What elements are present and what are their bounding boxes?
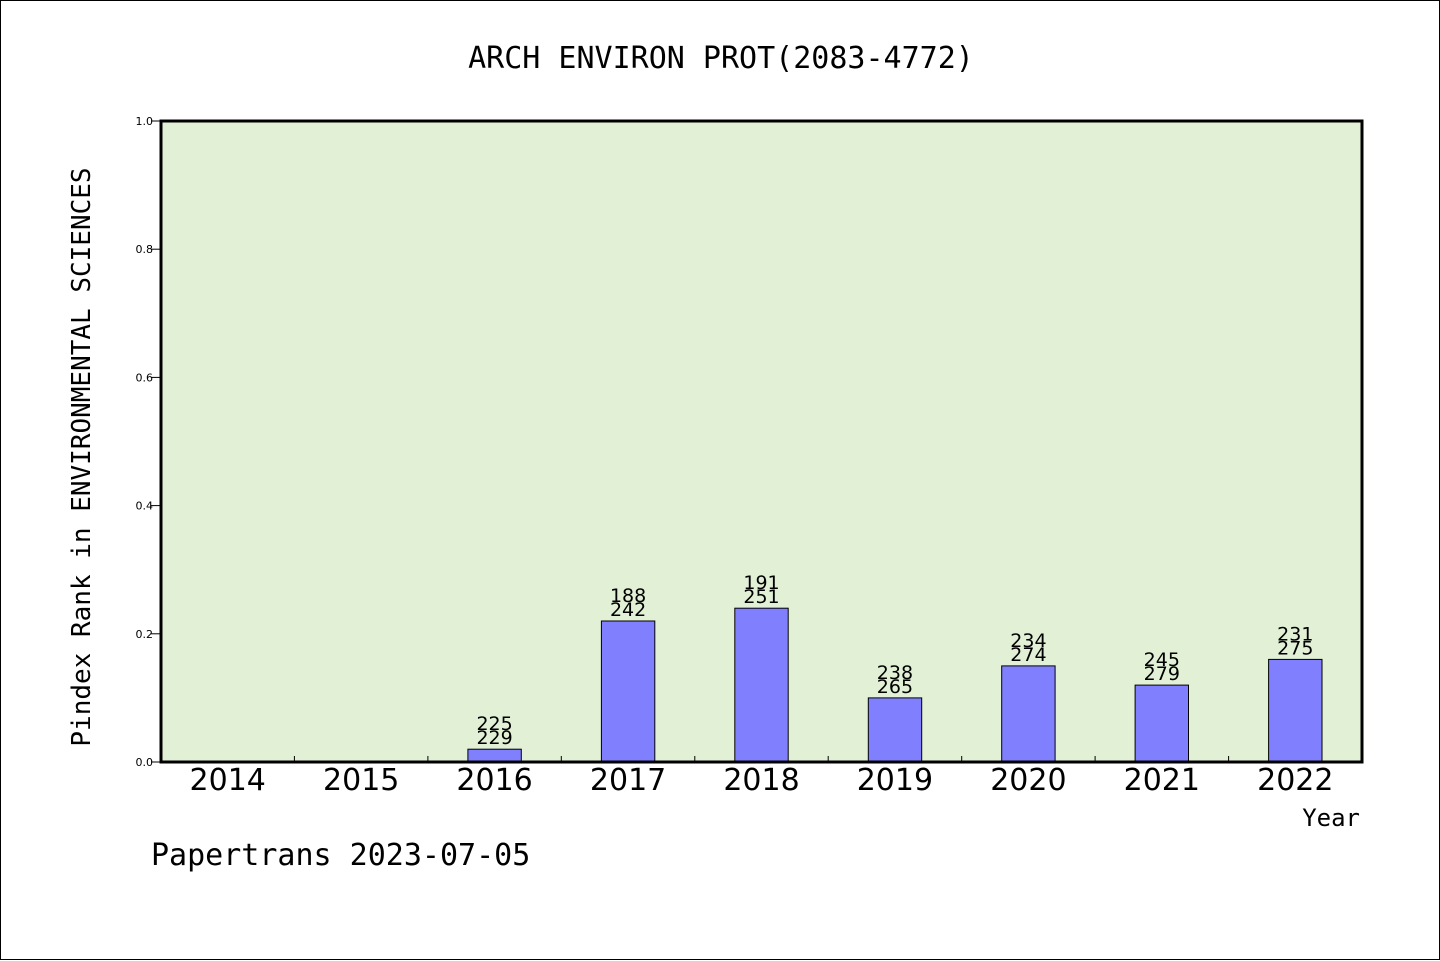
- bar-label-top-2020: 234: [1010, 630, 1046, 652]
- bar-2020: [1001, 665, 1056, 763]
- bar-label-bottom-2016: 229: [476, 727, 512, 749]
- bar-label-top-2019: 238: [877, 662, 913, 684]
- bar-label-bottom-2020: 274: [1010, 644, 1046, 666]
- x-tick-label-2019: 2019: [857, 763, 933, 798]
- y-axis-ticks: 0.0 0.2 0.4 0.6 0.8 1.0: [136, 115, 161, 769]
- bar-label-top-2016: 225: [476, 713, 512, 735]
- footer-watermark: Papertrans 2023-07-05: [151, 838, 530, 873]
- bar-label-top-2022: 231: [1277, 623, 1313, 645]
- bar-label-bottom-2022: 275: [1277, 637, 1313, 659]
- bar-2021: [1134, 684, 1189, 763]
- bar-2022: [1268, 658, 1323, 763]
- x-tick-label-2021: 2021: [1124, 763, 1200, 798]
- x-tick-label-2020: 2020: [990, 763, 1066, 798]
- chart-title: ARCH ENVIRON PROT(2083-4772): [468, 41, 974, 76]
- bar-label-bottom-2018: 251: [743, 586, 779, 608]
- bar-2019: [867, 697, 923, 763]
- bar-label-bottom-2021: 279: [1144, 663, 1180, 685]
- x-tick-label-2016: 2016: [456, 763, 532, 798]
- x-tick-label-2022: 2022: [1257, 763, 1333, 798]
- x-axis-ticks: 2014 2015 2016 2017 2018 2019 2020 2021 2022: [190, 756, 1333, 798]
- x-axis-label: Year: [1302, 804, 1360, 832]
- bars-group: [467, 607, 1323, 763]
- bar-label-top-2018: 191: [743, 572, 779, 594]
- y-tick-label-0.6: 0.6: [136, 371, 154, 384]
- y-tick-label-0.2: 0.2: [136, 628, 154, 641]
- x-tick-label-2017: 2017: [590, 763, 666, 798]
- y-tick-label-0.8: 0.8: [136, 243, 154, 256]
- bar-2017: [600, 620, 656, 763]
- bar-2016: [467, 748, 522, 763]
- x-tick-label-2015: 2015: [323, 763, 399, 798]
- bar-2018: [734, 607, 789, 763]
- bar-label-bottom-2019: 265: [877, 676, 913, 698]
- y-tick-label-1.0: 1.0: [136, 115, 154, 128]
- x-tick-label-2018: 2018: [723, 763, 799, 798]
- bar-label-bottom-2017: 242: [610, 599, 646, 621]
- plot-border: [159, 119, 1364, 764]
- bar-label-top-2017: 188: [610, 585, 646, 607]
- y-tick-label-0.0: 0.0: [136, 756, 154, 769]
- y-axis-label: Pindex Rank in ENVIRONMENTAL SCIENCES: [67, 167, 97, 746]
- bar-label-top-2021: 245: [1144, 649, 1180, 671]
- x-tick-label-2014: 2014: [190, 763, 266, 798]
- y-tick-label-0.4: 0.4: [136, 500, 154, 513]
